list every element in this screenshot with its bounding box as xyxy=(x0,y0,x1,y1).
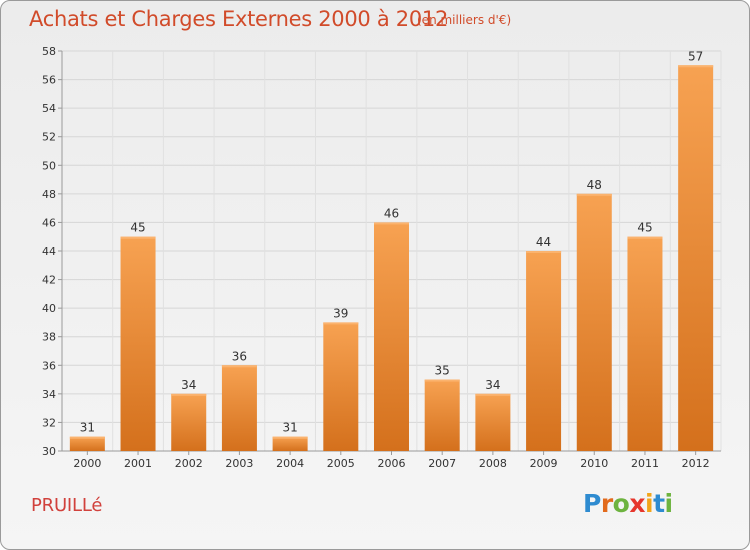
bar-highlight xyxy=(374,222,409,225)
town-name: PRUILLé xyxy=(31,495,103,516)
data-label: 34 xyxy=(181,378,196,392)
x-tick-label: 2003 xyxy=(225,457,253,470)
y-tick-label: 56 xyxy=(42,74,56,87)
y-tick-label: 30 xyxy=(42,445,56,458)
bar-highlight xyxy=(424,379,460,382)
bar-2001 xyxy=(120,236,156,451)
x-tick-label: 2002 xyxy=(175,457,203,470)
bar-2012 xyxy=(678,65,714,452)
data-label: 34 xyxy=(485,378,500,392)
chart-subtitle: (en milliers d'€) xyxy=(417,13,512,27)
logo-letter: P xyxy=(583,489,601,518)
bar-2003 xyxy=(221,365,257,451)
data-label: 45 xyxy=(637,221,652,235)
y-tick-label: 42 xyxy=(42,274,56,287)
bar-highlight xyxy=(171,393,207,396)
bars xyxy=(69,65,714,452)
y-tick-label: 58 xyxy=(42,45,56,58)
data-label: 31 xyxy=(80,421,95,435)
data-label: 45 xyxy=(130,221,145,235)
bar-highlight xyxy=(576,193,612,196)
y-tick-label: 44 xyxy=(42,245,56,258)
bar-highlight xyxy=(323,322,359,325)
x-tick-label: 2008 xyxy=(479,457,507,470)
data-label: 48 xyxy=(587,178,602,192)
x-tick-label: 2009 xyxy=(530,457,558,470)
x-tick-label: 2012 xyxy=(682,457,710,470)
proxiti-logo[interactable]: Proxiti xyxy=(583,489,673,518)
x-tick-label: 2001 xyxy=(124,457,152,470)
x-tick-label: 2005 xyxy=(327,457,355,470)
bar-2008 xyxy=(475,393,511,451)
y-tick-label: 40 xyxy=(42,302,56,315)
bar-2009 xyxy=(526,251,562,451)
logo-letter: i xyxy=(664,489,674,518)
y-tick-label: 52 xyxy=(42,131,56,144)
x-tick-label: 2000 xyxy=(73,457,101,470)
labels: 31 2000 45 2001 34 2002 36 2003 31 2004 39 2005 46 20… xyxy=(73,49,709,470)
y-tick-label: 32 xyxy=(42,416,56,429)
bar-2002 xyxy=(171,393,207,451)
bar-highlight xyxy=(120,236,156,239)
logo-letter: o xyxy=(612,489,630,518)
axes: 30 32 34 36 38 40 42 44 46 48 50 52 54 56 58 xyxy=(42,45,721,458)
bar-2000 xyxy=(69,436,105,451)
logo-letter: i xyxy=(645,489,654,518)
x-tick-label: 2006 xyxy=(378,457,406,470)
bar-2011 xyxy=(627,236,663,451)
bar-highlight xyxy=(69,436,105,439)
y-tick-label: 38 xyxy=(42,331,56,344)
data-label: 44 xyxy=(536,235,551,249)
bar-2010 xyxy=(576,193,612,451)
data-label: 36 xyxy=(232,349,247,363)
x-tick-label: 2004 xyxy=(276,457,304,470)
bar-highlight xyxy=(475,393,511,396)
bar-highlight xyxy=(678,65,714,68)
data-label: 46 xyxy=(384,206,399,220)
chart-title: Achats et Charges Externes 2000 à 2012 xyxy=(29,7,449,31)
bar-2006 xyxy=(374,222,409,451)
y-tick-label: 54 xyxy=(42,102,56,115)
bar-2004 xyxy=(272,436,308,451)
bar-highlight xyxy=(272,436,308,439)
logo-letter: t xyxy=(653,489,665,518)
data-label: 35 xyxy=(435,364,450,378)
y-tick-label: 46 xyxy=(42,216,56,229)
y-tick-label: 34 xyxy=(42,388,56,401)
y-tick-label: 48 xyxy=(42,188,56,201)
x-tick-label: 2007 xyxy=(428,457,456,470)
bar-highlight xyxy=(627,236,663,239)
bar-highlight xyxy=(221,365,257,368)
y-tick-label: 36 xyxy=(42,359,56,372)
logo-letter: r xyxy=(600,489,613,518)
x-tick-label: 2011 xyxy=(631,457,659,470)
bar-2007 xyxy=(424,379,460,451)
y-tick-label: 50 xyxy=(42,159,56,172)
logo-letter: x xyxy=(629,489,645,518)
x-tick-label: 2010 xyxy=(580,457,608,470)
bar-highlight xyxy=(526,251,562,253)
data-label: 57 xyxy=(688,49,703,63)
data-label: 31 xyxy=(282,421,297,435)
data-label: 39 xyxy=(333,306,348,320)
bar-2005 xyxy=(323,322,359,451)
